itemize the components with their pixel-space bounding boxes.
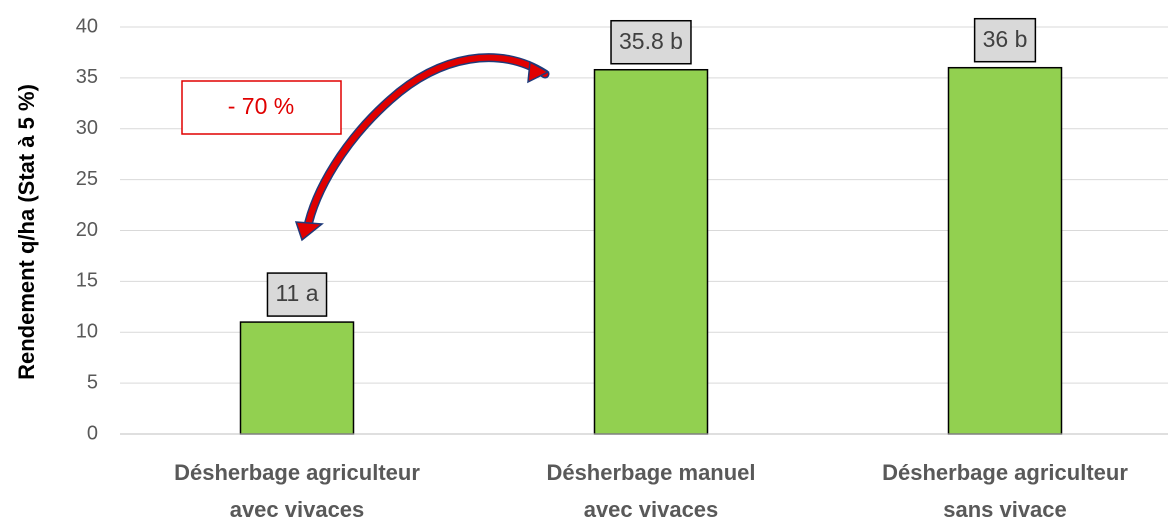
annotation: - 70 % [228, 93, 294, 119]
arrow-head [294, 221, 324, 242]
y-tick-label: 35 [76, 66, 98, 88]
y-tick-label: 0 [87, 422, 98, 444]
x-tick-label: avec vivaces [584, 497, 719, 522]
value-label-box [610, 19, 692, 65]
bar [947, 66, 1063, 435]
y-tick-label: 25 [76, 168, 98, 190]
x-tick-label: Désherbage manuel [546, 460, 755, 485]
value-label: 35.8 b [619, 28, 683, 54]
y-axis-label: Rendement q/ha (Stat à 5 %) [14, 84, 39, 380]
arrow [304, 54, 548, 233]
x-tick-label: Désherbage agriculteur [882, 460, 1128, 485]
y-tick-label: 30 [76, 117, 98, 139]
value-label-box [973, 17, 1037, 63]
bar [593, 68, 709, 435]
x-tick-label: Désherbage agriculteur [174, 460, 420, 485]
y-tick-label: 5 [87, 371, 98, 393]
x-tick-label: avec vivaces [230, 497, 365, 522]
value-label: 36 b [983, 26, 1028, 52]
value-label: 11 a [275, 280, 318, 306]
arrow-tail [527, 60, 550, 84]
marks [239, 66, 1063, 435]
y-tick-label: 40 [76, 15, 98, 37]
bar [239, 321, 355, 435]
y-tick-label: 10 [76, 321, 98, 343]
y-tick-label: 15 [76, 270, 98, 292]
x-tick-label: sans vivace [943, 497, 1067, 522]
arrow-outline [302, 53, 550, 235]
value-label-box [266, 272, 328, 317]
y-tick-label: 20 [76, 219, 98, 241]
annotation-box [181, 80, 342, 135]
